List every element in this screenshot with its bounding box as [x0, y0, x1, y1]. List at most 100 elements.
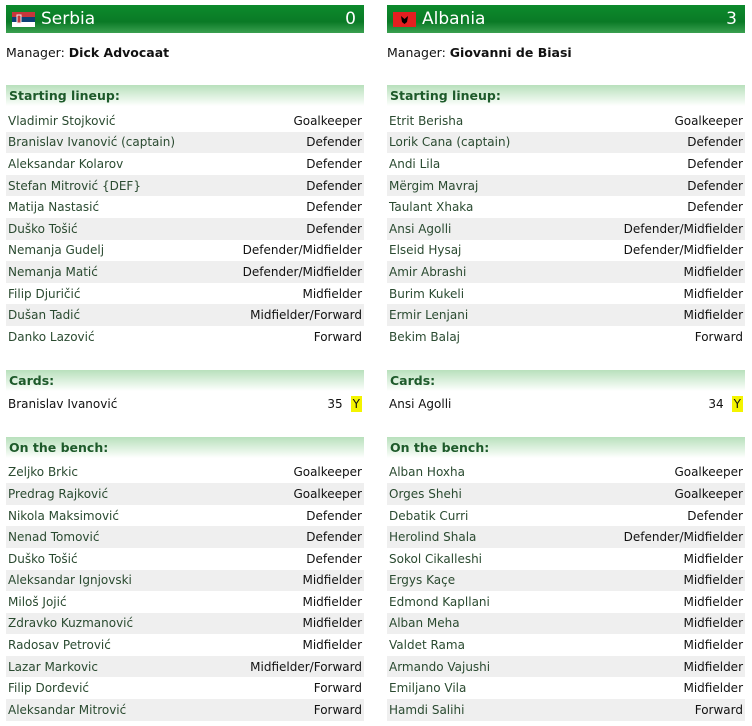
player-name[interactable]: Alban Meha [389, 616, 460, 631]
player-row: Aleksandar Mitrović Forward [6, 699, 364, 721]
player-position: Midfielder [302, 286, 362, 301]
card-player[interactable]: Branislav Ivanović [8, 396, 118, 411]
player-name[interactable]: Hamdi Salihi [389, 702, 465, 717]
team-panel-albania: Albania 3 Manager: Giovanni de Biasi Sta… [387, 5, 745, 721]
player-position: Defender [687, 156, 743, 171]
player-name[interactable]: Nikola Maksimović [8, 508, 119, 523]
card-player[interactable]: Ansi Agolli [389, 396, 452, 411]
player-position: Forward [313, 681, 362, 696]
player-name[interactable]: Ermir Lenjani [389, 308, 469, 323]
player-name[interactable]: Nemanja Matić [8, 264, 98, 279]
player-name[interactable]: Matija Nastasić [8, 200, 100, 215]
player-name[interactable]: Herolind Shala [389, 530, 477, 545]
player-row: Armando Vajushi Midfielder [387, 655, 745, 678]
player-row: Ansi Agolli Defender/Midfielder [387, 217, 745, 240]
player-name[interactable]: Lazar Markovic [8, 659, 98, 674]
player-row: Zeljko Brkic Goalkeeper [6, 462, 364, 484]
player-name[interactable]: Duško Tošić [8, 221, 78, 236]
player-name[interactable]: Taulant Xhaka [389, 200, 474, 215]
player-position: Midfielder [683, 573, 743, 588]
player-name[interactable]: Andi Lila [389, 156, 441, 171]
player-position: Forward [694, 329, 743, 344]
player-name[interactable]: Danko Lazović [8, 329, 95, 344]
starting-lineup-list: Vladimir Stojković Goalkeeper Branislav Iv… [6, 110, 364, 348]
player-name[interactable]: Nemanja Gudelj [8, 243, 105, 258]
player-row: Aleksandar Kolarov Defender [6, 153, 364, 175]
player-row: Elseid Hysaj Defender/Midfielder [387, 240, 745, 262]
player-name[interactable]: Stefan Mitrović {DEF} [8, 178, 141, 193]
player-name[interactable]: Ansi Agolli [389, 221, 452, 236]
starting-lineup-header: Starting lineup: [6, 85, 364, 106]
player-position: Defender [306, 508, 362, 523]
card-row: Ansi Agolli 34 Y [387, 391, 745, 417]
cards-header: Cards: [6, 369, 364, 391]
player-name[interactable]: Zeljko Brkic [8, 465, 78, 480]
player-position: Goalkeeper [293, 465, 362, 480]
player-position: Midfielder [683, 681, 743, 696]
player-position: Defender [306, 156, 362, 171]
player-row: Herolind Shala Defender/Midfielder [387, 526, 745, 548]
player-name[interactable]: Debatik Curri [389, 508, 469, 523]
player-name[interactable]: Ergys Kaçe [389, 573, 456, 588]
player-name[interactable]: Aleksandar Kolarov [8, 156, 124, 171]
player-name[interactable]: Dušan Tadić [8, 308, 81, 323]
player-row: Edmond Kapllani Midfielder [387, 591, 745, 613]
player-row: Alban Hoxha Goalkeeper [387, 462, 745, 484]
player-position: Defender [687, 508, 743, 523]
player-name[interactable]: Aleksandar Mitrović [8, 702, 127, 717]
player-position: Midfielder [302, 616, 362, 631]
bench-header: On the bench: [387, 436, 745, 458]
player-row: Alban Meha Midfielder [387, 612, 745, 635]
player-name[interactable]: Predrag Rajković [8, 486, 109, 501]
player-position: Defender [306, 530, 362, 545]
player-name[interactable]: Radosav Petrović [8, 638, 111, 653]
player-position: Defender [306, 178, 362, 193]
player-name[interactable]: Burim Kukeli [389, 286, 465, 301]
player-name[interactable]: Emiljano Vila [389, 681, 467, 696]
player-row: Zdravko Kuzmanović Midfielder [6, 612, 364, 635]
player-name[interactable]: Zdravko Kuzmanović [8, 616, 134, 631]
player-row: Mërgim Mavraj Defender [387, 174, 745, 197]
player-name[interactable]: Amir Abrashi [389, 264, 467, 279]
player-name[interactable]: Edmond Kapllani [389, 594, 490, 609]
player-row: Lazar Markovic Midfielder/Forward [6, 655, 364, 678]
player-row: Taulant Xhaka Defender [387, 196, 745, 218]
player-name[interactable]: Duško Tošić [8, 551, 78, 566]
player-name[interactable]: Vladimir Stojković [8, 113, 116, 128]
player-name[interactable]: Miloš Jojić [8, 594, 67, 609]
player-name[interactable]: Bekim Balaj [389, 329, 461, 344]
player-name[interactable]: Sokol Cikalleshi [389, 551, 483, 566]
player-name[interactable]: Mërgim Mavraj [389, 178, 479, 193]
yellow-card-icon: Y [350, 395, 362, 412]
player-position: Midfielder [683, 659, 743, 674]
player-position: Defender [687, 178, 743, 193]
player-row: Miloš Jojić Midfielder [6, 591, 364, 613]
player-row: Duško Tošić Defender [6, 217, 364, 240]
player-position: Defender [306, 200, 362, 215]
yellow-card-icon: Y [731, 395, 743, 412]
player-name[interactable]: Filip Djuričić [8, 286, 81, 301]
player-row: Stefan Mitrović {DEF} Defender [6, 174, 364, 197]
player-position: Defender [687, 200, 743, 215]
card-row: Branislav Ivanović 35 Y [6, 391, 364, 417]
player-position: Defender/Midfielder [242, 243, 362, 258]
player-name[interactable]: Valdet Rama [389, 638, 465, 653]
player-name[interactable]: Nenad Tomović [8, 530, 100, 545]
team-header: Serbia 0 [6, 5, 364, 33]
player-row: Nikola Maksimović Defender [6, 505, 364, 527]
player-name[interactable]: Filip Dorđević [8, 681, 90, 696]
player-position: Defender/Midfielder [623, 243, 743, 258]
player-position: Defender [306, 551, 362, 566]
player-position: Defender [687, 135, 743, 150]
player-name[interactable]: Armando Vajushi [389, 659, 491, 674]
player-name[interactable]: Elseid Hysaj [389, 243, 462, 258]
player-name[interactable]: Orges Shehi [389, 486, 462, 501]
player-name[interactable]: Branislav Ivanović (captain) [8, 135, 176, 150]
player-row: Andi Lila Defender [387, 153, 745, 175]
player-name[interactable]: Aleksandar Ignjovski [8, 573, 132, 588]
player-name[interactable]: Etrit Berisha [389, 113, 464, 128]
player-row: Ermir Lenjani Midfielder [387, 304, 745, 326]
player-name[interactable]: Alban Hoxha [389, 465, 465, 480]
team-header: Albania 3 [387, 5, 745, 33]
player-name[interactable]: Lorik Cana (captain) [389, 135, 511, 150]
